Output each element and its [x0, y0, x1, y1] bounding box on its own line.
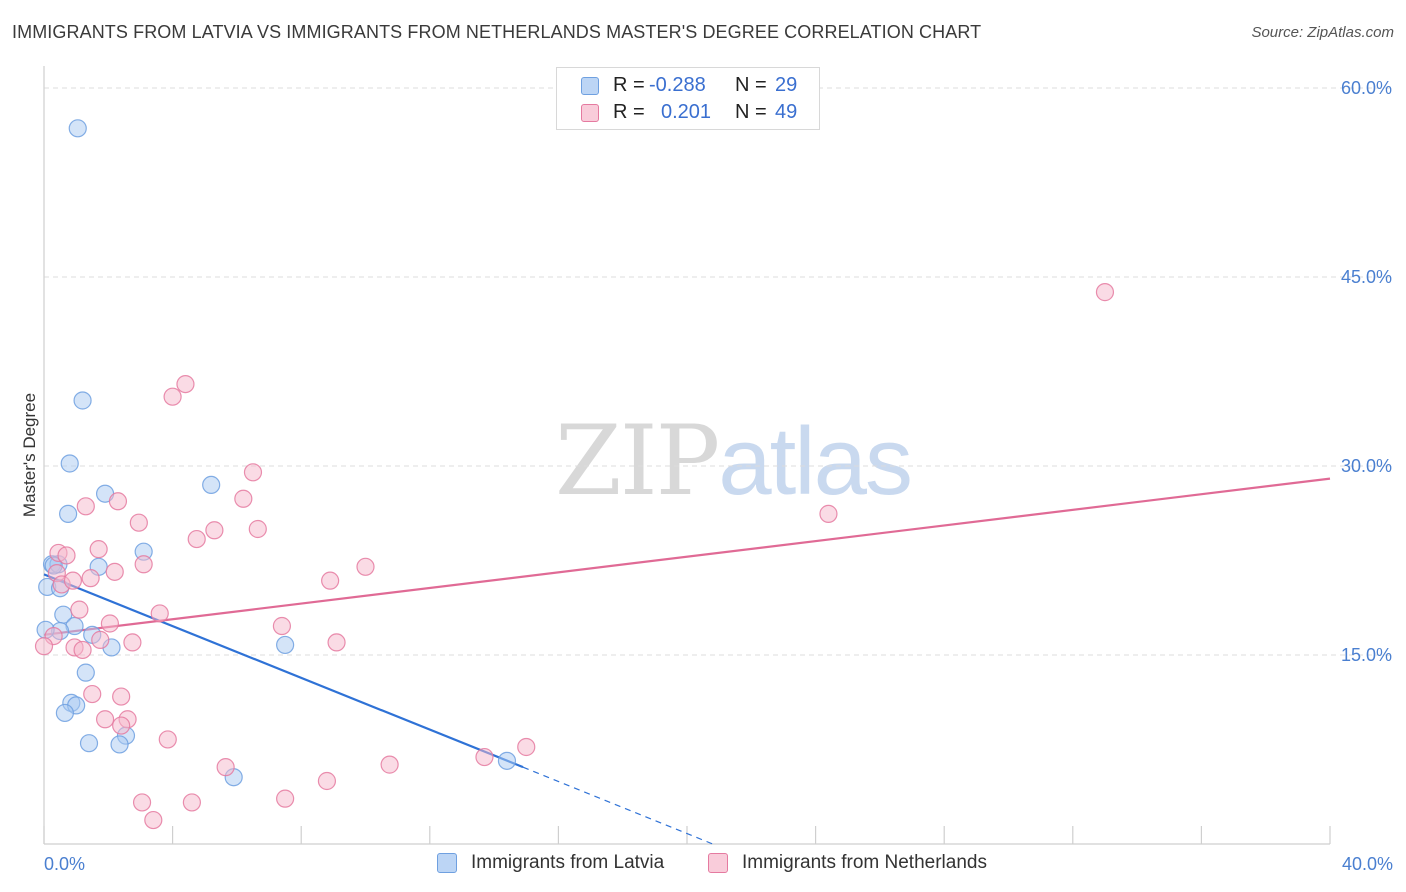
legend-n-value: 29: [775, 74, 798, 96]
point-netherlands: [112, 687, 131, 706]
point-latvia: [55, 703, 74, 723]
legend-n-label: N =: [735, 74, 767, 96]
chart-title: IMMIGRANTS FROM LATVIA VS IMMIGRANTS FRO…: [12, 22, 982, 42]
y-tick-label: 15.0%: [1341, 645, 1392, 665]
bottom-legend-swatch-netherlands: [708, 853, 728, 873]
point-netherlands: [317, 771, 337, 791]
y-tick-label: 45.0%: [1341, 267, 1392, 287]
point-netherlands: [205, 521, 224, 540]
point-netherlands: [123, 633, 142, 652]
point-netherlands: [112, 716, 131, 735]
point-netherlands: [272, 616, 292, 636]
trendline-netherlands: [43, 477, 1331, 636]
legend-swatch-latvia: [581, 77, 599, 95]
trendline-extension-latvia: [522, 766, 713, 845]
point-netherlands: [243, 463, 263, 482]
point-netherlands: [327, 633, 346, 652]
point-netherlands: [176, 375, 195, 394]
bottom-legend-label-latvia: Immigrants from Latvia: [471, 852, 665, 873]
point-latvia: [79, 734, 99, 753]
trend-lines: [43, 477, 1331, 845]
point-netherlands: [182, 793, 201, 812]
point-latvia: [68, 119, 87, 138]
point-netherlands: [70, 600, 89, 619]
point-netherlands: [73, 640, 92, 660]
bottom-legend-swatch-latvia: [437, 853, 457, 873]
point-netherlands: [100, 614, 120, 633]
x-tick-label: 40.0%: [1342, 854, 1393, 874]
legend-r-label: R =: [613, 74, 645, 96]
legend-n-label: N =: [735, 101, 767, 123]
point-netherlands: [95, 710, 115, 729]
point-netherlands: [108, 492, 128, 511]
point-netherlands: [129, 513, 148, 532]
point-netherlands: [380, 755, 399, 774]
point-latvia: [59, 504, 78, 523]
source-label: Source: ZipAtlas.com: [1251, 24, 1394, 41]
point-latvia: [202, 475, 221, 494]
legend-r-value: -0.288: [649, 74, 706, 96]
watermark: ZIPatlas: [555, 405, 913, 517]
point-latvia: [60, 454, 79, 473]
point-netherlands: [475, 747, 494, 767]
point-netherlands: [132, 793, 152, 812]
grid-lines: [44, 87, 1392, 656]
point-latvia: [276, 635, 295, 655]
point-netherlands: [187, 529, 206, 549]
point-netherlands: [356, 557, 375, 576]
legend-box: R = -0.288 N = 29 R = 0.201 N = 49: [556, 67, 820, 130]
point-netherlands: [57, 546, 76, 565]
point-netherlands: [89, 540, 108, 559]
point-netherlands: [105, 562, 124, 581]
point-netherlands: [163, 387, 182, 406]
point-netherlands: [248, 519, 267, 539]
point-netherlands: [158, 730, 177, 749]
watermark-atlas: atlas: [718, 408, 913, 515]
point-netherlands: [150, 604, 169, 623]
y-axis-label: Master's Degree: [20, 393, 39, 517]
point-netherlands: [83, 684, 102, 704]
data-points: [34, 119, 1115, 830]
point-netherlands: [91, 630, 110, 649]
point-latvia: [110, 735, 129, 754]
point-latvia: [76, 663, 95, 682]
watermark-zip: ZIP: [555, 405, 720, 517]
tick-labels: 15.0% 30.0% 45.0% 60.0% 0.0% 40.0% Master's De…: [20, 78, 1393, 874]
axes: [43, 66, 1331, 845]
point-netherlands: [1095, 283, 1115, 302]
point-netherlands: [34, 637, 54, 656]
point-netherlands: [63, 571, 83, 590]
point-netherlands: [144, 810, 163, 830]
y-tick-label: 30.0%: [1341, 456, 1392, 476]
x-tick-label: 0.0%: [44, 854, 85, 874]
trendline-latvia: [43, 573, 524, 769]
legend-r-label: R =: [613, 101, 645, 123]
legend-r-value: 0.201: [661, 101, 712, 123]
point-netherlands: [321, 571, 340, 590]
y-tick-label: 60.0%: [1341, 78, 1392, 98]
legend-swatch-netherlands: [581, 104, 599, 122]
point-netherlands: [276, 789, 295, 808]
point-latvia: [497, 751, 517, 770]
legend-n-value: 49: [775, 101, 798, 123]
point-netherlands: [517, 737, 536, 757]
point-netherlands: [819, 504, 838, 523]
point-netherlands: [76, 497, 95, 516]
point-netherlands: [216, 758, 235, 777]
point-latvia: [73, 391, 92, 410]
point-netherlands: [81, 569, 100, 588]
point-netherlands: [134, 555, 153, 574]
point-netherlands: [234, 489, 253, 508]
bottom-legend-label-netherlands: Immigrants from Netherlands: [742, 852, 987, 873]
